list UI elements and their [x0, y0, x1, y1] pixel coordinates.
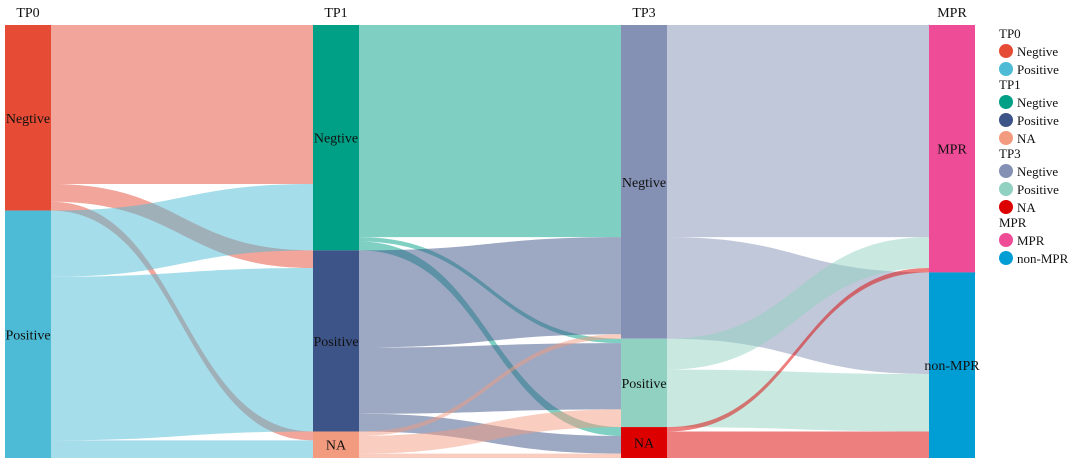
legend-label-mpr-non-mpr: non-MPR: [1017, 251, 1069, 266]
column-title-tp3: TP3: [632, 6, 655, 21]
node-mpr-mpr: [929, 25, 975, 273]
node-label-tp1-pos: Positive: [313, 335, 358, 350]
legend-label-tp1-positive: Positive: [1017, 113, 1059, 128]
legend-title-tp3: TP3: [999, 146, 1021, 161]
legend-label-tp3-positive: Positive: [1017, 182, 1059, 197]
legend-swatch-mpr-mpr: [999, 233, 1013, 247]
legend-swatch-tp0-positive: [999, 62, 1013, 76]
node-label-tp3-pos: Positive: [621, 377, 666, 392]
link-tp1-pos-to-tp3-neg: [359, 237, 621, 348]
legend-swatch-tp1-positive: [999, 113, 1013, 127]
link-tp0-pos-to-tp1-pos: [51, 268, 313, 441]
legend-title-tp1: TP1: [999, 77, 1021, 92]
column-title-tp0: TP0: [16, 6, 39, 21]
link-tp1-na-to-tp3-neg: [359, 334, 621, 436]
node-tp1-neg: [313, 25, 359, 251]
column-title-mpr: MPR: [937, 6, 967, 21]
sankey-nodes: Negtive Positive Negtive Positive NA Negtive P…: [5, 25, 980, 458]
node-label-mpr-mpr: MPR: [937, 143, 967, 158]
legend-label-tp1-na: NA: [1017, 131, 1036, 146]
legend-title-tp0: TP0: [999, 26, 1021, 41]
node-tp1-na: [313, 431, 359, 458]
node-label-tp1-na: NA: [326, 439, 347, 454]
node-label-tp0-pos: Positive: [5, 328, 50, 343]
node-label-tp1-neg: Negtive: [314, 132, 358, 147]
node-tp3-na: [621, 427, 667, 458]
column-titles: TP0 TP1 TP3 MPR: [16, 6, 967, 21]
link-tp3-pos-to-mpr-non: [667, 369, 929, 432]
legend-label-tp0-positive: Positive: [1017, 62, 1059, 77]
node-label-tp0-neg: Negtive: [6, 112, 50, 127]
legend-swatch-tp1-negtive: [999, 95, 1013, 109]
legend-label-tp3-negtive: Negtive: [1017, 164, 1058, 179]
legend-label-tp3-na: NA: [1017, 200, 1036, 215]
link-tp1-na-to-tp3-pos: [359, 409, 621, 454]
column-title-tp1: TP1: [324, 6, 347, 21]
legend-swatch-tp0-negtive: [999, 44, 1013, 58]
legend-label-mpr-mpr: MPR: [1017, 233, 1045, 248]
legend-swatch-mpr-non-mpr: [999, 251, 1013, 265]
link-tp3-na-to-mpr-non: [667, 431, 929, 458]
node-tp0-neg: [5, 25, 51, 211]
legend-title-mpr: MPR: [999, 215, 1027, 230]
node-label-tp3-neg: Negtive: [622, 176, 666, 191]
legend-label-tp1-negtive: Negtive: [1017, 95, 1058, 110]
link-tp3-pos-to-mpr-mpr: [667, 237, 929, 370]
legend-swatch-tp3-positive: [999, 182, 1013, 196]
sankey-links: [51, 25, 929, 458]
legend-label-tp0-negtive: Negtive: [1017, 44, 1058, 59]
node-tp1-pos: [313, 250, 359, 432]
link-tp3-neg-to-mpr-mpr: [667, 25, 929, 238]
node-mpr-non: [929, 272, 975, 458]
node-tp3-pos: [621, 338, 667, 428]
node-label-tp3-na: NA: [634, 437, 655, 452]
link-tp0-neg-to-tp1-neg: [51, 25, 313, 185]
link-tp0-pos-to-tp1-na: [51, 440, 313, 458]
node-label-mpr-non: non-MPR: [924, 359, 980, 374]
link-tp1-pos-to-tp3-pos: [359, 343, 621, 414]
link-tp1-neg-to-tp3-neg: [359, 25, 621, 238]
link-tp0-pos-to-tp1-neg: [51, 184, 313, 277]
legend-swatch-tp1-na: [999, 131, 1013, 145]
link-tp1-na-to-tp3-na: [359, 453, 621, 458]
legend-swatch-tp3-negtive: [999, 164, 1013, 178]
link-tp3-na-to-mpr-mpr: [667, 268, 929, 432]
legend: TP0NegtivePositiveTP1NegtivePositiveNATP…: [999, 26, 1069, 266]
legend-swatch-tp3-na: [999, 200, 1013, 214]
node-tp0-pos: [5, 210, 51, 458]
node-tp3-neg: [621, 25, 667, 339]
